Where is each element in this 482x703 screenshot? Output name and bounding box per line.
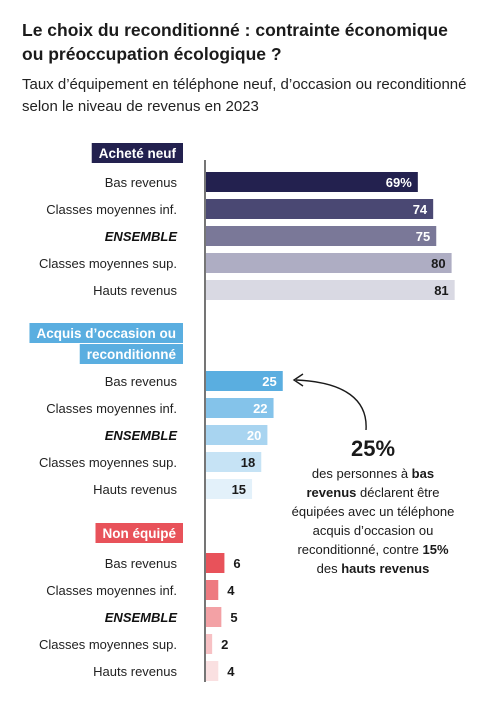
category-label: Bas revenus <box>105 374 178 389</box>
bar <box>206 398 274 418</box>
bar-value-label: 15 <box>232 482 246 497</box>
category-label: Classes moyennes sup. <box>39 637 177 652</box>
bar <box>206 425 268 445</box>
bar <box>206 580 219 600</box>
callout-arrowhead <box>292 373 304 387</box>
group-header-badge <box>79 344 183 364</box>
bar-value-label: 6 <box>233 556 240 571</box>
bar-value-label: 5 <box>230 610 237 625</box>
callout-text: déclarent être équipées avec un téléphon… <box>291 485 455 557</box>
bar-value-label: 74 <box>413 202 428 217</box>
group-header-badge <box>29 323 183 343</box>
category-label: Hauts revenus <box>93 283 177 298</box>
callout-bold: bas revenus <box>306 466 435 500</box>
bar-value-label: 4 <box>227 664 235 679</box>
bar <box>206 553 225 573</box>
category-label: Bas revenus <box>105 175 178 190</box>
category-label: ENSEMBLE <box>105 229 178 244</box>
bar-value-label: 4 <box>227 583 235 598</box>
group-header-label: Non équipé <box>103 526 177 541</box>
chart-subtitle: Taux d’équipement en téléphone neuf, d’o… <box>22 76 467 115</box>
callout-arrow <box>295 379 367 431</box>
bar-value-label: 80 <box>431 256 445 271</box>
bar <box>206 280 455 300</box>
bar-value-label: 22 <box>253 401 267 416</box>
bar-value-label: 75 <box>416 229 430 244</box>
bar <box>206 479 253 499</box>
bar-value-label: 20 <box>247 428 261 443</box>
bar-value-label: 2 <box>221 637 228 652</box>
bar <box>206 199 434 219</box>
callout-bold: hauts revenus <box>341 561 430 576</box>
bar <box>206 172 418 192</box>
bar <box>206 452 262 472</box>
callout-bold: 15% <box>422 542 449 557</box>
bar-value-label: 69% <box>386 175 412 190</box>
group-header-label: Acheté neuf <box>99 146 177 161</box>
category-label: Classes moyennes inf. <box>46 583 177 598</box>
category-label: Hauts revenus <box>93 664 177 679</box>
bar <box>206 607 222 627</box>
bar <box>206 253 452 273</box>
callout-text: des <box>316 561 342 576</box>
bar-value-label: 81 <box>434 283 448 298</box>
bar <box>206 226 437 246</box>
bar-value-label: 25 <box>262 374 276 389</box>
group-header-label: reconditionné <box>87 347 177 362</box>
category-label: Classes moyennes inf. <box>46 202 177 217</box>
category-label: Bas revenus <box>105 556 178 571</box>
category-label: Classes moyennes sup. <box>39 256 177 271</box>
callout-annotation: 25% des personnes à bas revenus déclarent… <box>288 436 458 578</box>
category-label: Classes moyennes sup. <box>39 455 177 470</box>
group-header-badge <box>95 523 183 543</box>
category-label: Hauts revenus <box>93 482 177 497</box>
bar <box>206 634 213 654</box>
category-label: ENSEMBLE <box>105 428 178 443</box>
category-label: ENSEMBLE <box>105 610 178 625</box>
category-label: Classes moyennes inf. <box>46 401 177 416</box>
bar <box>206 661 219 681</box>
group-header-badge <box>91 143 183 163</box>
callout-value: 25% <box>350 436 396 461</box>
chart-title: Le choix du reconditionné : contrainte é… <box>22 20 448 64</box>
bar <box>206 371 283 391</box>
callout-text: des personnes à <box>311 466 412 481</box>
group-header-label: Acquis d’occasion ou <box>36 326 176 341</box>
bar-value-label: 18 <box>241 455 255 470</box>
